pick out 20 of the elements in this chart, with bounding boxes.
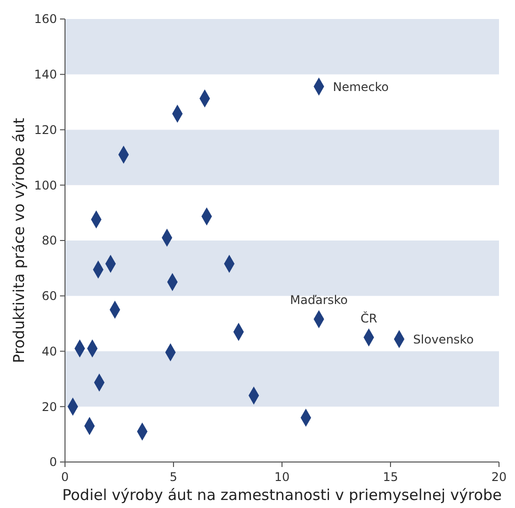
x-tick-label: 5 [170,470,178,484]
x-tick-label: 10 [274,470,290,484]
x-axis-title: Podiel výroby áut na zamestnanosti v priemyselnej výrobe [62,486,502,504]
annotation: Maďarsko [290,293,348,308]
y-tick-label: 0 [49,455,57,470]
x-tick-label: 20 [491,470,507,484]
x-tick-label: 15 [382,470,398,484]
y-tick-label: 120 [34,122,57,137]
y-tick-label: 60 [42,289,57,304]
annotation: ČR [360,310,378,326]
y-tick-label: 100 [34,178,57,192]
y-tick-label: 40 [42,344,57,358]
y-tick-label: 160 [34,12,57,26]
x-tick-label: 0 [61,470,69,484]
annotation: Nemecko [332,80,389,94]
annotation: Slovensko [413,332,474,346]
y-tick-label: 20 [42,400,57,414]
y-axis-title: Produktivita práce vo výrobe áut [10,118,28,364]
y-tick-label: 80 [42,234,57,248]
y-tick-label: 140 [34,68,57,82]
